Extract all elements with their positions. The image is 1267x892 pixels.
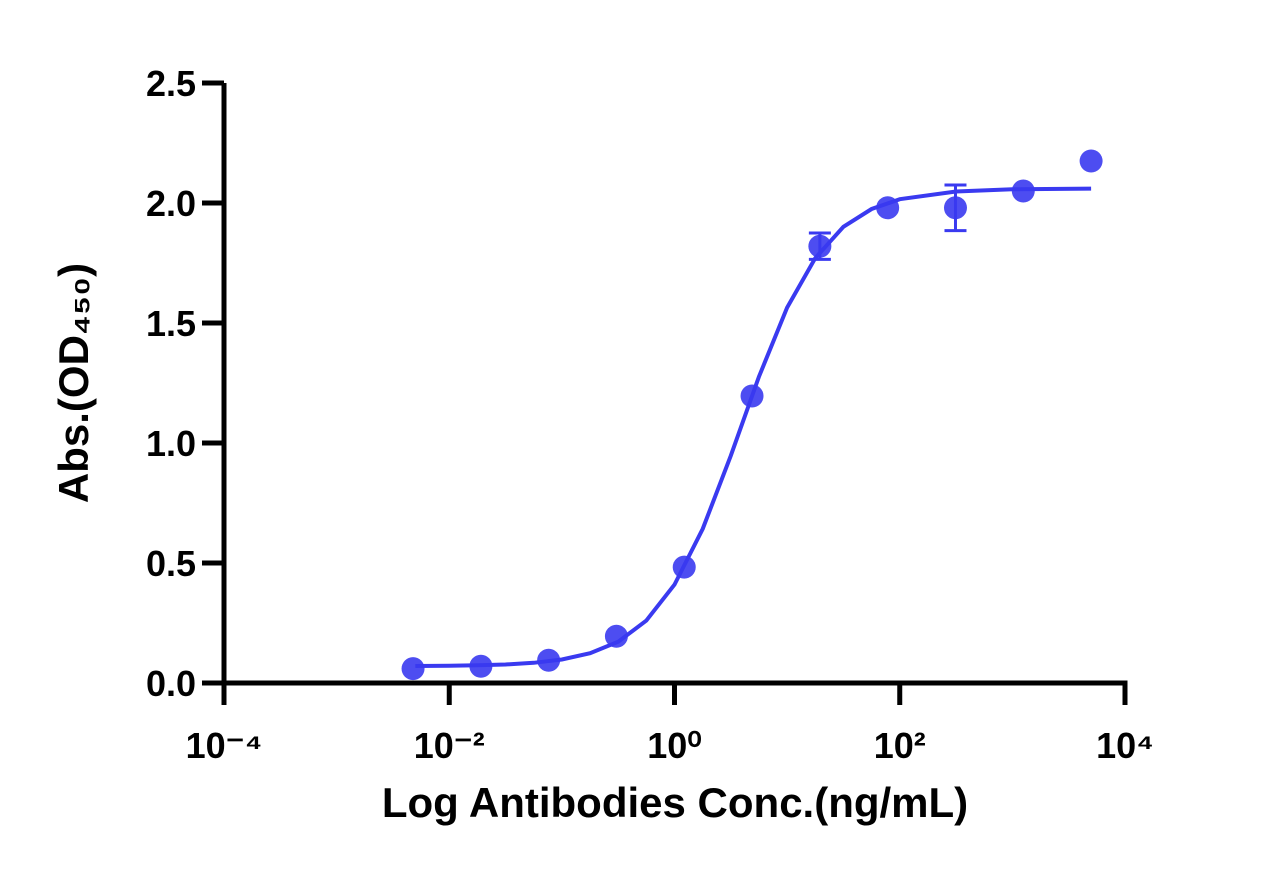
y-tick-label: 2.5 [146, 63, 196, 104]
data-point [1011, 179, 1035, 203]
fit-curve [415, 186, 1092, 668]
x-tick-label: 10⁻² [414, 725, 485, 766]
x-tick-label: 10⁰ [647, 725, 701, 766]
data-point [401, 657, 425, 681]
y-axis-title: Abs.(OD₄₅₀) [50, 263, 97, 503]
y-tick-label: 0.0 [146, 663, 196, 704]
data-point [537, 648, 561, 672]
data-point [808, 234, 832, 258]
data-point [469, 654, 493, 678]
x-tick-label: 10⁻⁴ [186, 725, 263, 766]
y-tick-label: 1.5 [146, 303, 196, 344]
x-axis-title: Log Antibodies Conc.(ng/mL) [382, 779, 968, 826]
data-point [1079, 149, 1103, 173]
x-tick-label: 10² [874, 725, 926, 766]
data-point [876, 196, 900, 220]
data-point [604, 624, 628, 648]
x-tick-label: 10⁴ [1096, 725, 1154, 766]
data-point [740, 384, 764, 408]
y-tick-label: 1.0 [146, 423, 196, 464]
data-point [943, 196, 967, 220]
y-tick-label: 0.5 [146, 543, 196, 584]
y-tick-label: 2.0 [146, 183, 196, 224]
data-point [672, 555, 696, 579]
